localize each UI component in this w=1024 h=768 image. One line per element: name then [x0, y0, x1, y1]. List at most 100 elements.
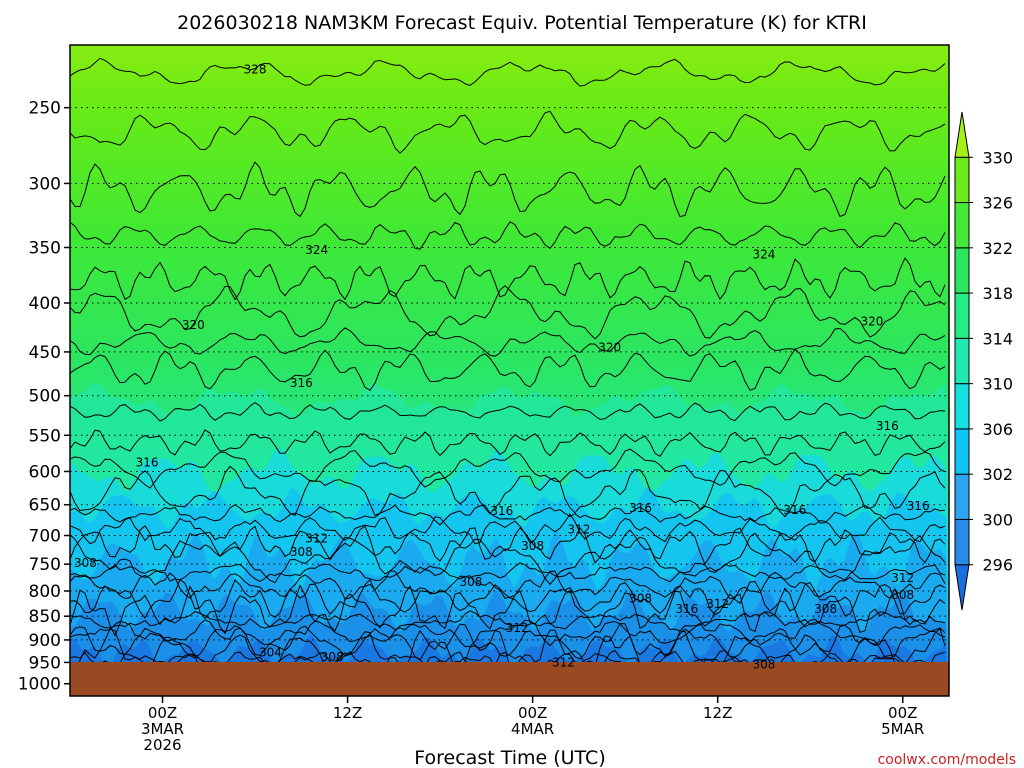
contour-label: 308: [459, 575, 482, 589]
colorbar-segment: [954, 292, 970, 339]
contour-line: [70, 161, 946, 218]
contour-labels: 328 324 324 320 320 320 316 316 316 316 316 316 316 3…: [74, 62, 930, 671]
contour-label: 316: [783, 503, 806, 517]
y-tick-label: 450: [29, 343, 61, 363]
contour-label: 316: [136, 455, 159, 469]
credit-text: coolwx.com/models: [878, 752, 1016, 768]
contour-label: 316: [290, 376, 313, 390]
contour-line: [70, 57, 946, 87]
colorbar: 296 300 302 306 310 314 318 322 326 330: [954, 111, 1013, 611]
contour-line: [70, 504, 946, 526]
contour-label: 316: [876, 419, 899, 433]
y-tick-label: 500: [29, 387, 61, 407]
y-tick-label: 950: [29, 653, 61, 673]
contour-line: [70, 448, 946, 489]
contour-line: [70, 610, 946, 632]
contour-label: 308: [814, 602, 837, 616]
contour-line: [70, 110, 946, 154]
contour-label: 316: [629, 501, 652, 515]
y-tick-label: 550: [29, 426, 61, 446]
colorbar-label: 302: [982, 465, 1013, 484]
colorbar-label: 310: [982, 375, 1013, 394]
y-tick-label: 300: [29, 174, 61, 194]
colorbar-label: 314: [982, 329, 1013, 348]
colorbar-label: 306: [982, 420, 1013, 439]
contour-line: [70, 513, 946, 545]
y-tick-label: 600: [29, 462, 61, 482]
contour-label: 304: [259, 646, 282, 660]
contour-label: 312: [567, 523, 590, 537]
colorbar-label: 322: [982, 239, 1013, 258]
contour-label: 312: [305, 531, 328, 545]
y-tick-label: 800: [29, 582, 61, 602]
colorbar-segment: [954, 156, 970, 204]
colorbar-label: 318: [982, 284, 1013, 303]
contour-label: 316: [490, 504, 513, 518]
plot-area: 328 324 324 320 320 320 316 316 316 316 316 316 316 3…: [70, 45, 949, 696]
contour-line: [70, 401, 946, 422]
contour-line: [70, 327, 946, 357]
colorbar-segment: [954, 247, 970, 294]
colorbar-segment: [954, 383, 970, 430]
colorbar-segment: [954, 337, 970, 385]
plot-frame: [69, 44, 950, 697]
y-tick-label: 700: [29, 527, 61, 547]
contour-label: 312: [891, 571, 914, 585]
contour-label: 312: [552, 655, 575, 669]
terrain-fill: [70, 662, 949, 696]
x-tick-label: 2026: [143, 736, 181, 754]
chart-title: 2026030218 NAM3KM Forecast Equiv. Potent…: [177, 12, 867, 34]
contour-line: [70, 627, 946, 677]
colorbar-segment: [954, 564, 970, 611]
colorbar-label: 300: [982, 510, 1013, 529]
x-tick-label: 3MAR: [141, 720, 184, 738]
colorbar-label: 296: [982, 556, 1013, 575]
contour-line: [70, 562, 946, 583]
contour-label: 308: [74, 556, 97, 570]
contour-label: 308: [521, 539, 544, 553]
x-tick-label: 00Z: [148, 704, 177, 722]
y-axis: 250 300 350 400 450 500 550 600 650 700 750 800 850 9…: [18, 99, 70, 695]
colorbar-label: 326: [982, 194, 1013, 213]
colorbar-segment: [954, 473, 970, 520]
contour-label: 320: [860, 314, 883, 328]
contour-label: 316: [675, 602, 698, 616]
x-axis-label: Forecast Time (UTC): [414, 747, 605, 768]
y-tick-label: 250: [29, 99, 61, 119]
colorbar-label: 330: [982, 148, 1013, 167]
contour-label: 308: [290, 545, 313, 559]
contour-line: [70, 257, 946, 301]
contour-label: 324: [305, 243, 328, 257]
y-tick-label: 900: [29, 631, 61, 651]
x-tick-label: 4MAR: [511, 720, 554, 738]
contour-line: [70, 584, 946, 637]
x-tick-label: 12Z: [333, 704, 362, 722]
contour-line: [70, 429, 946, 458]
colorbar-segment: [954, 518, 970, 566]
y-tick-label: 1000: [18, 675, 61, 695]
contour-label: 308: [891, 588, 914, 602]
contour-line: [70, 578, 946, 619]
y-tick-label: 350: [29, 238, 61, 258]
contour-label: 320: [598, 340, 621, 354]
y-tick-label: 750: [29, 555, 61, 575]
contour-label: 308: [752, 658, 775, 672]
contour-line: [70, 623, 946, 661]
contour-label: 316: [907, 499, 930, 513]
contour-lines: [70, 57, 946, 684]
contour-label: 312: [706, 597, 729, 611]
contour-label: 320: [182, 318, 205, 332]
contour-label: 324: [752, 248, 775, 262]
contour-label: 312: [506, 621, 529, 635]
x-tick-label: 12Z: [703, 704, 732, 722]
y-tick-label: 850: [29, 607, 61, 627]
colorbar-segment: [954, 202, 970, 249]
color-bands: [70, 382, 949, 696]
contour-line: [70, 221, 946, 250]
x-tick-label: 5MAR: [881, 720, 924, 738]
contour-line: [70, 525, 946, 566]
contour-line: [70, 570, 946, 600]
contour-line: [70, 465, 946, 518]
